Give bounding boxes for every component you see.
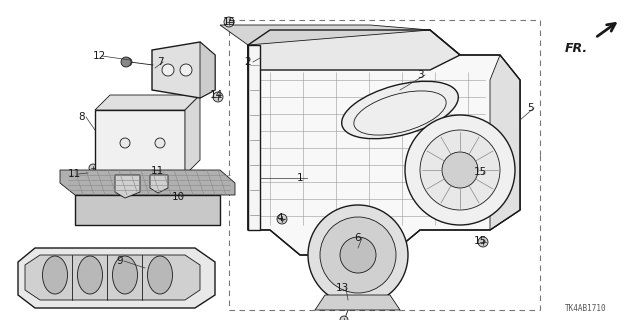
Ellipse shape (77, 256, 102, 294)
Text: 11: 11 (67, 169, 81, 179)
Circle shape (308, 205, 408, 305)
Circle shape (89, 164, 97, 172)
Circle shape (340, 237, 376, 273)
Polygon shape (248, 30, 460, 70)
Circle shape (224, 17, 234, 27)
Polygon shape (315, 295, 400, 310)
Text: 2: 2 (244, 57, 252, 67)
Ellipse shape (147, 256, 173, 294)
Polygon shape (60, 170, 235, 195)
Text: 5: 5 (527, 103, 533, 113)
Circle shape (420, 130, 500, 210)
Polygon shape (490, 55, 520, 230)
Circle shape (162, 64, 174, 76)
Polygon shape (18, 248, 215, 308)
Text: 1: 1 (297, 173, 303, 183)
Text: FR.: FR. (565, 42, 588, 55)
Polygon shape (248, 30, 520, 255)
Text: 3: 3 (417, 70, 423, 80)
Circle shape (213, 92, 223, 102)
Circle shape (478, 169, 488, 179)
Text: 10: 10 (172, 192, 184, 202)
Text: 13: 13 (335, 283, 349, 293)
Text: 11: 11 (150, 166, 164, 176)
Text: TK4AB1710: TK4AB1710 (565, 304, 607, 313)
Circle shape (442, 152, 478, 188)
Text: 15: 15 (222, 17, 236, 27)
Polygon shape (95, 110, 185, 175)
Circle shape (405, 115, 515, 225)
Circle shape (124, 58, 132, 66)
Circle shape (120, 138, 130, 148)
Circle shape (340, 316, 348, 320)
Text: 4: 4 (276, 213, 284, 223)
Text: 15: 15 (474, 167, 486, 177)
Circle shape (180, 64, 192, 76)
Text: 6: 6 (355, 233, 362, 243)
Polygon shape (115, 175, 140, 198)
Circle shape (148, 161, 156, 169)
Circle shape (320, 217, 396, 293)
Text: 12: 12 (92, 51, 106, 61)
Ellipse shape (42, 256, 67, 294)
Circle shape (277, 214, 287, 224)
Circle shape (121, 57, 131, 67)
Text: 8: 8 (79, 112, 85, 122)
Circle shape (478, 237, 488, 247)
Polygon shape (200, 42, 215, 98)
Text: 7: 7 (157, 57, 163, 67)
Text: 9: 9 (116, 256, 124, 266)
Text: 14: 14 (209, 90, 223, 100)
Circle shape (155, 138, 165, 148)
Polygon shape (95, 95, 200, 110)
Polygon shape (25, 255, 200, 300)
Polygon shape (150, 175, 168, 193)
Polygon shape (248, 45, 260, 230)
Polygon shape (220, 25, 430, 45)
Polygon shape (185, 95, 200, 175)
Ellipse shape (342, 81, 458, 139)
Polygon shape (152, 42, 215, 98)
Text: 15: 15 (474, 236, 486, 246)
Ellipse shape (113, 256, 138, 294)
Polygon shape (75, 195, 220, 225)
